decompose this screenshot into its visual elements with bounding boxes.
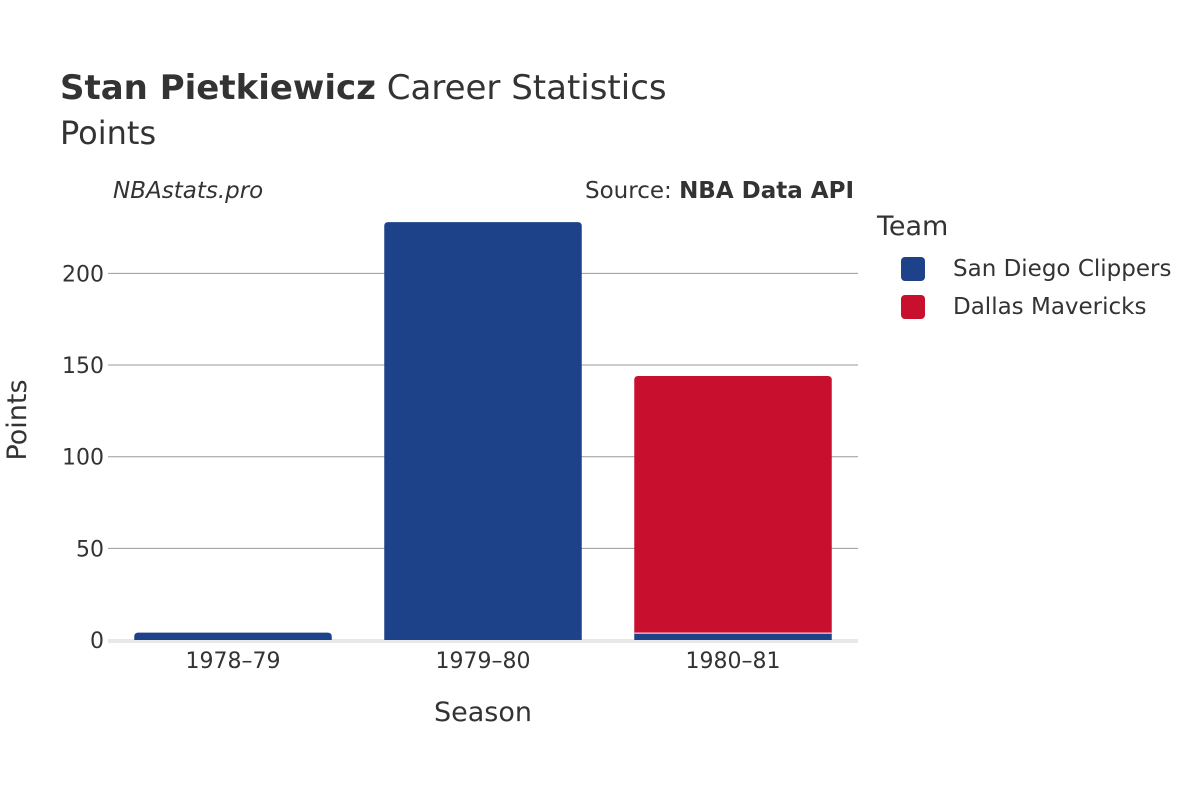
legend-label-clippers: San Diego Clippers (953, 256, 1172, 282)
legend: Team San Diego Clippers Dallas Mavericks (877, 210, 1171, 326)
source-credit: Source: NBA Data API (585, 178, 854, 204)
legend-label-mavericks: Dallas Mavericks (953, 294, 1147, 320)
source-label: Source: (585, 178, 672, 204)
chart-title: Stan Pietkiewicz Career Statistics (60, 68, 667, 108)
y-axis-title: Points (2, 379, 33, 460)
x-axis-title: Season (434, 697, 532, 728)
legend-title: Team (877, 211, 949, 242)
y-tick-label: 100 (62, 446, 104, 471)
y-tick-label: 0 (90, 629, 104, 654)
bar-mavericks (634, 376, 832, 633)
bar-clippers (134, 632, 332, 640)
legend-item-clippers[interactable]: San Diego Clippers (901, 250, 1171, 288)
chart-subtitle: Points (60, 114, 157, 152)
watermark: NBAstats.pro (113, 178, 264, 204)
chart-title-rest: Career Statistics (386, 68, 667, 108)
y-tick-label: 150 (62, 354, 104, 379)
source-name: NBA Data API (679, 178, 854, 204)
y-tick-label: 200 (62, 262, 104, 287)
x-tick-label: 1978–79 (186, 649, 281, 674)
chart-title-player: Stan Pietkiewicz (60, 68, 376, 108)
legend-item-mavericks[interactable]: Dallas Mavericks (901, 288, 1171, 326)
bar-clippers (634, 632, 832, 640)
x-tick-label: 1979–80 (436, 649, 531, 674)
bar-clippers (384, 222, 582, 641)
x-tick-label: 1980–81 (686, 649, 781, 674)
y-tick-label: 50 (76, 537, 104, 562)
legend-swatch-mavericks (901, 295, 925, 319)
legend-swatch-clippers (901, 257, 925, 281)
